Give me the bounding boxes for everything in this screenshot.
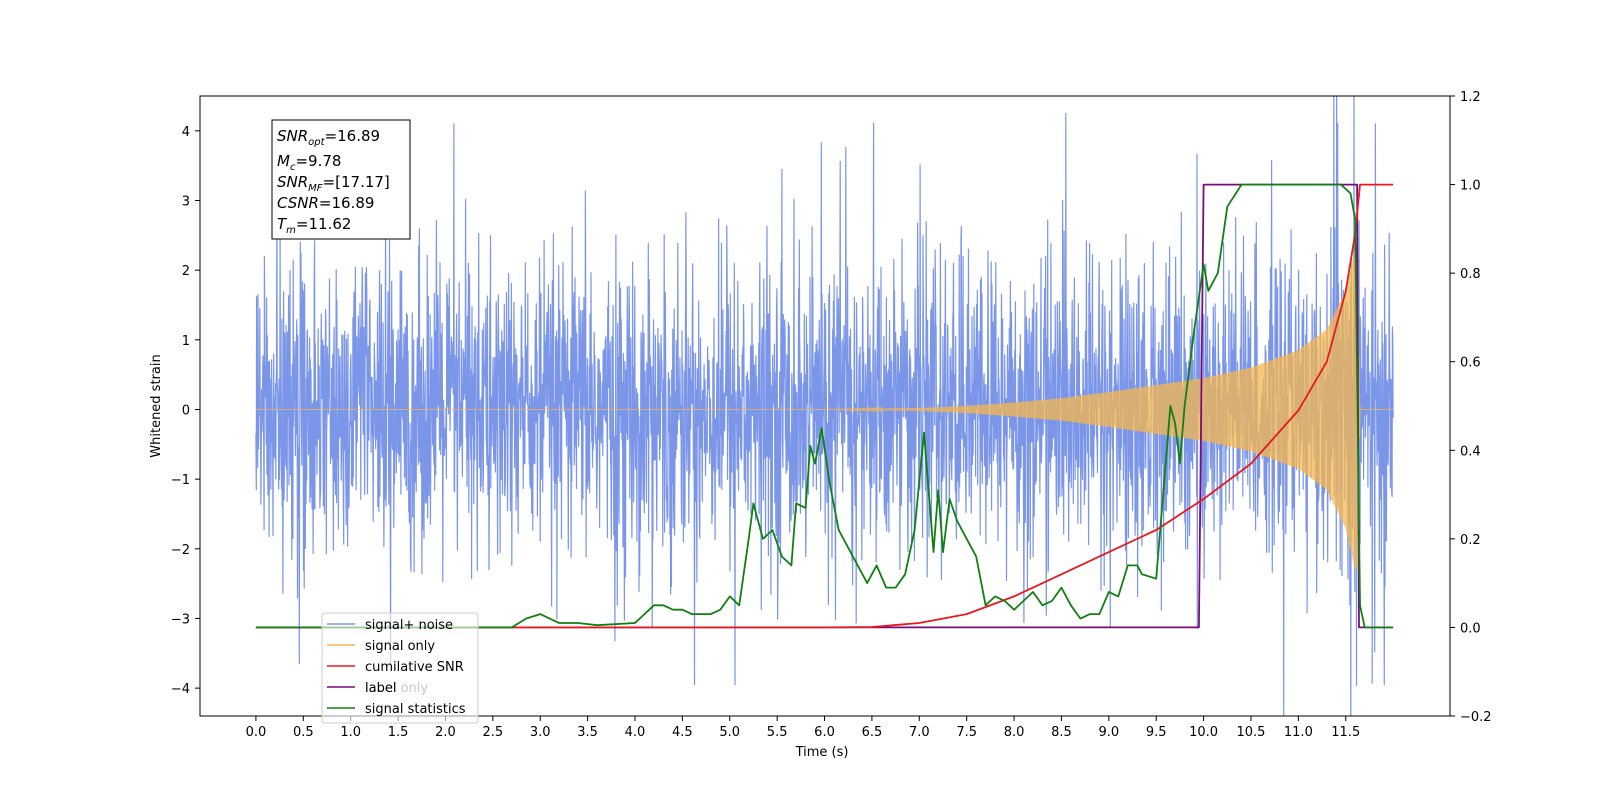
x-tick-label: 11.5 [1331,725,1360,740]
x-tick-label: 10.5 [1237,725,1266,740]
series-layer [255,96,1394,716]
x-tick-label: 3.0 [530,725,551,740]
y-left-tick-label: 4 [182,125,190,140]
y-axis-left: 4 3 2 1 0 −1 −2 −3 −4 [171,125,200,697]
x-tick-label: 10.0 [1189,725,1218,740]
y-right-tick-label: 0.8 [1460,267,1481,282]
info-csnr: CSNR=16.89 [277,194,374,212]
x-tick-label: 8.5 [1051,725,1072,740]
y-left-tick-label: 0 [182,403,190,418]
info-snr-mf: SNRMF=[17.17] [277,173,390,194]
x-tick-label: 2.0 [435,725,456,740]
x-tick-label: 3.5 [577,725,598,740]
x-tick-label: 5.5 [767,725,788,740]
legend-label-signal-only: signal only [365,639,435,654]
x-tick-label: 0.5 [293,725,314,740]
legend: signal+ noise signal only cumilative SNR… [321,612,479,724]
x-axis: 0.0 0.5 1.0 1.5 2.0 2.5 3.0 3.5 4.0 4.5 5.0 5.5 6.0 6… [246,716,1360,740]
y-right-tick-label: 1.2 [1460,90,1481,105]
x-tick-label: 4.5 [672,725,693,740]
x-tick-label: 6.0 [814,725,835,740]
y-axis-right: 1.2 1.0 0.8 0.6 0.4 0.2 0.0 −0.2 [1450,90,1492,725]
x-axis-label: Time (s) [795,745,849,760]
y-left-tick-label: −2 [171,543,190,558]
x-tick-label: 8.0 [1004,725,1025,740]
info-box-frame [271,119,411,240]
x-tick-label: 9.5 [1146,725,1167,740]
info-snr-opt: SNRopt=16.89 [277,127,380,148]
x-tick-label: 1.5 [388,725,409,740]
x-tick-label: 9.0 [1098,725,1119,740]
legend-label-label: label [365,681,396,696]
y-left-tick-label: −1 [171,473,190,488]
x-tick-label: 11.0 [1284,725,1313,740]
info-box: SNRopt=16.89 Mc=9.78 SNRMF=[17.17] CSNR=… [271,119,411,240]
y-left-tick-label: −3 [171,612,190,627]
legend-label-cumulative-snr: cumilative SNR [365,660,464,675]
y-right-tick-label: 0.4 [1460,444,1481,459]
y-left-tick-label: 2 [182,264,190,279]
x-tick-label: 4.0 [625,725,646,740]
x-tick-label: 2.5 [482,725,503,740]
legend-label-signal-statistics: signal statistics [365,702,466,717]
y-axis-label: Whitened strain [149,354,164,457]
legend-label-signal-noise: signal+ noise [365,618,453,633]
y-left-tick-label: 3 [182,194,190,209]
legend-frame [321,612,479,724]
series-signal-statistics-line [255,183,1394,629]
x-tick-label: 5.0 [719,725,740,740]
x-tick-label: 0.0 [246,725,267,740]
series-signal-only-line [255,249,1394,570]
series-cumulative-snr-line [255,183,1394,629]
y-left-tick-label: −4 [171,682,190,697]
y-left-tick-label: 1 [182,334,190,349]
x-tick-label: 1.0 [340,725,361,740]
x-tick-label: 6.5 [862,725,883,740]
y-right-tick-label: −0.2 [1460,710,1492,725]
y-right-tick-label: 0.2 [1460,533,1481,548]
x-tick-label: 7.0 [909,725,930,740]
y-right-tick-label: 0.6 [1460,356,1481,371]
info-tm: Tm=11.62 [277,215,351,236]
y-right-tick-label: 0.0 [1460,621,1481,636]
series-signal-noise-line [255,96,1394,716]
legend-label-faded-label-only: label only [365,681,428,696]
info-mc: Mc=9.78 [277,152,341,173]
y-right-tick-label: 1.0 [1460,179,1481,194]
x-tick-label: 7.5 [956,725,977,740]
